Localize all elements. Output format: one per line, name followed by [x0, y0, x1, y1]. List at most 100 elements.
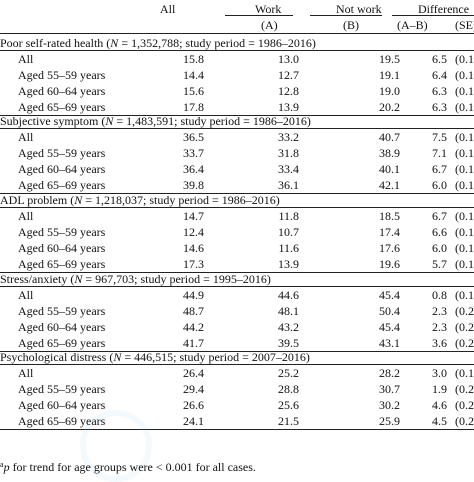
section-title-prefix: Psychological distress ( [0, 350, 114, 364]
cell-all: 15.8 [183, 52, 204, 66]
cell-difference: 0.8 [432, 288, 447, 302]
cell-all: 12.4 [183, 225, 204, 239]
table-row: Aged 65–69 years 24.1 21.5 25.9 4.5 (0.2) [0, 413, 474, 429]
cell-work: 48.1 [278, 304, 299, 318]
table-row: Aged 60–64 years 44.2 43.2 45.4 2.3 (0.2) [0, 319, 474, 335]
table-row: All 15.8 13.0 19.5 6.5 (0.1) [0, 51, 474, 67]
section-title-prefix: Subjective symptom ( [0, 114, 106, 128]
cell-not-work: 20.2 [379, 100, 400, 114]
cell-work: 36.1 [278, 178, 299, 192]
cell-se: (0.1) [455, 130, 474, 144]
cell-not-work: 28.2 [379, 366, 400, 380]
row-label: Aged 65–69 years [18, 257, 106, 271]
footnote-text: for trend for age groups were < 0.001 fo… [9, 460, 256, 474]
cell-work: 11.8 [278, 209, 299, 223]
table-row: Aged 65–69 years 17.8 13.9 20.2 6.3 (0.1) [0, 99, 474, 115]
header-not-work: Not work [336, 2, 382, 16]
header-rule [0, 33, 474, 34]
footnote-marker: a [0, 460, 4, 469]
section-rule [0, 364, 474, 365]
section-n-label: N [74, 193, 83, 207]
section-title: Poor self-rated health (N = 1,352,788; s… [0, 35, 316, 51]
cell-se: (0.1) [455, 100, 474, 114]
section-title-suffix: = 1,483,591; study period = 1986–2016) [113, 114, 311, 128]
cell-work: 12.7 [278, 68, 299, 82]
cell-all: 26.4 [183, 366, 204, 380]
cell-se: (0.1) [455, 366, 474, 380]
cell-not-work: 45.4 [379, 320, 400, 334]
cell-all: 36.4 [183, 162, 204, 176]
cell-se: (0.2) [455, 336, 474, 350]
cell-se: (0.1) [455, 288, 474, 302]
footnote-p-symbol: p [3, 460, 10, 474]
table-row: All 14.7 11.8 18.5 6.7 (0.1) [0, 208, 474, 224]
cell-work: 28.8 [278, 382, 299, 396]
row-label: Aged 60–64 years [18, 320, 106, 334]
cell-work: 10.7 [278, 225, 299, 239]
row-label: Aged 65–69 years [18, 336, 106, 350]
table-row: All 44.9 44.6 45.4 0.8 (0.1) [0, 287, 474, 303]
cell-difference: 2.3 [432, 320, 447, 334]
cell-se: (0.2) [455, 398, 474, 412]
section-title-prefix: ADL problem ( [0, 193, 75, 207]
cell-se: (0.1) [455, 209, 474, 223]
section-title-suffix: = 446,515; study period = 2007–2016) [121, 350, 310, 364]
row-label: Aged 65–69 years [18, 100, 106, 114]
section-title: Subjective symptom (N = 1,483,591; study… [0, 113, 311, 129]
cell-se: (0.1) [455, 68, 474, 82]
table-row: Aged 55–59 years 14.4 12.7 19.1 6.4 (0.1) [0, 67, 474, 83]
table-row: Aged 60–64 years 36.4 33.4 40.1 6.7 (0.1) [0, 161, 474, 177]
cell-all: 17.3 [183, 257, 204, 271]
section-n-label: N [74, 272, 83, 286]
cell-all: 44.9 [183, 288, 204, 302]
row-label: Aged 55–59 years [18, 382, 106, 396]
cell-not-work: 30.7 [379, 382, 400, 396]
footnote: ap for trend for age groups were < 0.001… [0, 457, 256, 475]
cell-work: 12.8 [278, 84, 299, 98]
cell-difference: 6.3 [432, 84, 447, 98]
section-n-label: N [110, 36, 119, 50]
cell-not-work: 38.9 [379, 146, 400, 160]
section-title-suffix: = 1,218,037; study period = 1986–2016) [82, 193, 280, 207]
cell-difference: 6.0 [432, 178, 447, 192]
cell-se: (0.1) [455, 225, 474, 239]
cell-work: 25.6 [278, 398, 299, 412]
section-n-label: N [113, 350, 122, 364]
section-title: Stress/anxiety (N = 967,703; study perio… [0, 271, 271, 287]
table-row: Aged 55–59 years 33.7 31.8 38.9 7.1 (0.1) [0, 145, 474, 161]
cell-all: 24.1 [183, 414, 204, 428]
table-row: Aged 55–59 years 48.7 48.1 50.4 2.3 (0.2) [0, 303, 474, 319]
cell-work: 39.5 [278, 336, 299, 350]
cell-work: 11.6 [278, 241, 299, 255]
cell-all: 15.6 [183, 84, 204, 98]
cell-all: 14.7 [183, 209, 204, 223]
cell-difference: 6.7 [432, 209, 447, 223]
section-rule [0, 286, 474, 287]
cell-all: 14.4 [183, 68, 204, 82]
row-label: All [18, 209, 34, 223]
cell-se: (0.1) [455, 178, 474, 192]
header-a-minus-b: (A–B) [397, 18, 428, 32]
cell-all: 29.4 [183, 382, 204, 396]
header-b: (B) [343, 18, 359, 32]
section-title: Psychological distress (N = 446,515; stu… [0, 349, 310, 365]
table-row: Aged 60–64 years 15.6 12.8 19.0 6.3 (0.1) [0, 83, 474, 99]
cell-difference: 7.1 [432, 146, 447, 160]
section-title-prefix: Stress/anxiety ( [0, 272, 75, 286]
cell-not-work: 40.7 [379, 130, 400, 144]
cell-difference: 6.6 [432, 225, 447, 239]
cell-se: (0.1) [455, 84, 474, 98]
cell-work: 13.9 [278, 257, 299, 271]
cell-se: (0.2) [455, 320, 474, 334]
cell-not-work: 19.1 [379, 68, 400, 82]
cell-all: 44.2 [183, 320, 204, 334]
cell-work: 25.2 [278, 366, 299, 380]
cell-all: 14.6 [183, 241, 204, 255]
header-row-1: All Work Not work Difference [0, 1, 474, 17]
row-label: All [18, 288, 34, 302]
section-end-rule [0, 429, 474, 430]
cell-se: (0.2) [455, 304, 474, 318]
cell-all: 39.8 [183, 178, 204, 192]
row-label: Aged 55–59 years [18, 225, 106, 239]
cell-work: 33.4 [278, 162, 299, 176]
